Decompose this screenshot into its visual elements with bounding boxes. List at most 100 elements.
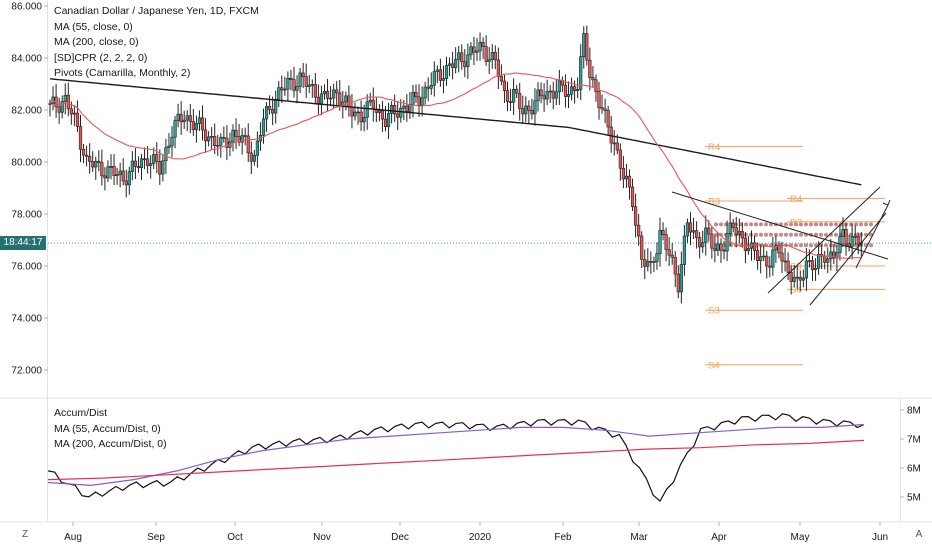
cpr-dot xyxy=(729,243,733,248)
candle-down xyxy=(158,161,162,175)
pivot-label: S4 xyxy=(790,285,802,296)
cpr-dot xyxy=(824,232,828,237)
candle-up xyxy=(478,42,482,52)
candle-down xyxy=(97,160,101,163)
candle-up xyxy=(624,175,629,180)
cpr-dot xyxy=(819,222,823,227)
ad-ma200-legend[interactable]: MA (200, Accum/Dist, 0) xyxy=(54,438,167,450)
candle-up xyxy=(164,147,168,162)
candle-down xyxy=(539,89,543,97)
candle-up xyxy=(457,52,461,60)
ma55-legend[interactable]: MA (55, close, 0) xyxy=(54,20,133,33)
cpr-dot xyxy=(779,232,783,237)
candle-down xyxy=(765,255,769,267)
candle-up xyxy=(402,105,406,109)
auto-scale-button[interactable]: A xyxy=(915,529,923,540)
ma200-legend[interactable]: MA (200, close, 0) xyxy=(54,36,139,48)
candle-down xyxy=(798,276,802,281)
candle-down xyxy=(734,227,738,235)
candle-down xyxy=(280,87,284,91)
candle-up xyxy=(447,63,452,66)
candle-up xyxy=(423,86,427,99)
candle-down xyxy=(667,249,671,256)
candle-down xyxy=(350,106,354,117)
ad-ma55-legend[interactable]: MA (55, Accum/Dist, 0) xyxy=(54,422,161,435)
candle-up xyxy=(725,233,729,252)
ad-legend[interactable]: Accum/Dist xyxy=(54,407,108,419)
candle-down xyxy=(515,88,519,94)
candle-down xyxy=(292,79,296,91)
candle-down xyxy=(200,117,205,131)
candle-down xyxy=(606,110,610,128)
candle-down xyxy=(743,237,747,252)
candle-down xyxy=(637,224,641,237)
candle-up xyxy=(679,264,683,293)
candle-up xyxy=(557,80,561,93)
candle-down xyxy=(621,167,625,180)
cpr-dot xyxy=(759,222,763,227)
cpr-dot xyxy=(824,243,828,248)
candle-up xyxy=(579,56,583,90)
candle-down xyxy=(551,90,555,99)
candle-up xyxy=(344,95,348,103)
candle-up xyxy=(182,119,186,123)
candle-down xyxy=(661,230,665,235)
candle-down xyxy=(81,148,86,156)
candle-down xyxy=(75,112,80,127)
accum-dist-pane xyxy=(47,413,865,503)
zoom-button[interactable]: Z xyxy=(21,529,29,540)
cpr-dot xyxy=(799,243,803,248)
candle-up xyxy=(524,105,528,115)
price-tick-label: 78.000 xyxy=(11,210,42,221)
candle-down xyxy=(832,251,836,259)
candle-down xyxy=(347,95,351,108)
candle-down xyxy=(335,89,339,94)
candle-up xyxy=(533,100,537,115)
ma200-line xyxy=(49,78,862,186)
symbol-title[interactable]: Canadian Dollar / Japanese Yen, 1D, FXCM xyxy=(54,5,259,17)
candle-down xyxy=(652,261,656,263)
candle-up xyxy=(72,112,76,115)
candle-down xyxy=(383,118,388,128)
candle-down xyxy=(463,61,467,68)
price-time-badge: 18:44:17 xyxy=(0,236,46,250)
candle-down xyxy=(191,121,195,131)
pivots-legend[interactable]: Pivots (Camarilla, Monthly, 2) xyxy=(54,67,191,79)
candle-up xyxy=(307,84,311,87)
cpr-dot xyxy=(859,222,863,227)
candle-down xyxy=(844,228,848,245)
candle-up xyxy=(255,140,260,156)
cpr-dot xyxy=(819,232,823,237)
candle-down xyxy=(393,104,397,115)
candle-down xyxy=(777,245,781,254)
candle-down xyxy=(460,52,464,63)
cpr-dot xyxy=(764,232,768,237)
candle-up xyxy=(286,77,290,90)
candle-up xyxy=(353,111,357,117)
candle-up xyxy=(310,84,314,86)
candle-up xyxy=(771,249,775,268)
time-tick-label: Aug xyxy=(64,532,82,543)
candle-up xyxy=(746,247,751,252)
candle-up xyxy=(701,242,705,248)
candle-up xyxy=(362,117,366,123)
cpr-dot xyxy=(744,222,748,227)
cpr-legend[interactable]: [SD]CPR (2, 2, 2, 0) xyxy=(54,51,148,64)
candle-down xyxy=(267,106,272,110)
candle-up xyxy=(444,65,449,79)
candle-down xyxy=(615,142,619,151)
candle-up xyxy=(386,113,391,128)
candle-up xyxy=(60,101,64,113)
candle-down xyxy=(673,257,677,275)
candle-down xyxy=(530,110,534,115)
trend-arrow xyxy=(882,199,891,206)
candle-up xyxy=(554,91,558,99)
candle-up xyxy=(207,136,211,142)
cpr-dot xyxy=(759,232,763,237)
candle-up xyxy=(194,123,199,131)
candle-up xyxy=(511,88,516,103)
candle-down xyxy=(722,249,726,252)
candle-up xyxy=(264,106,269,120)
